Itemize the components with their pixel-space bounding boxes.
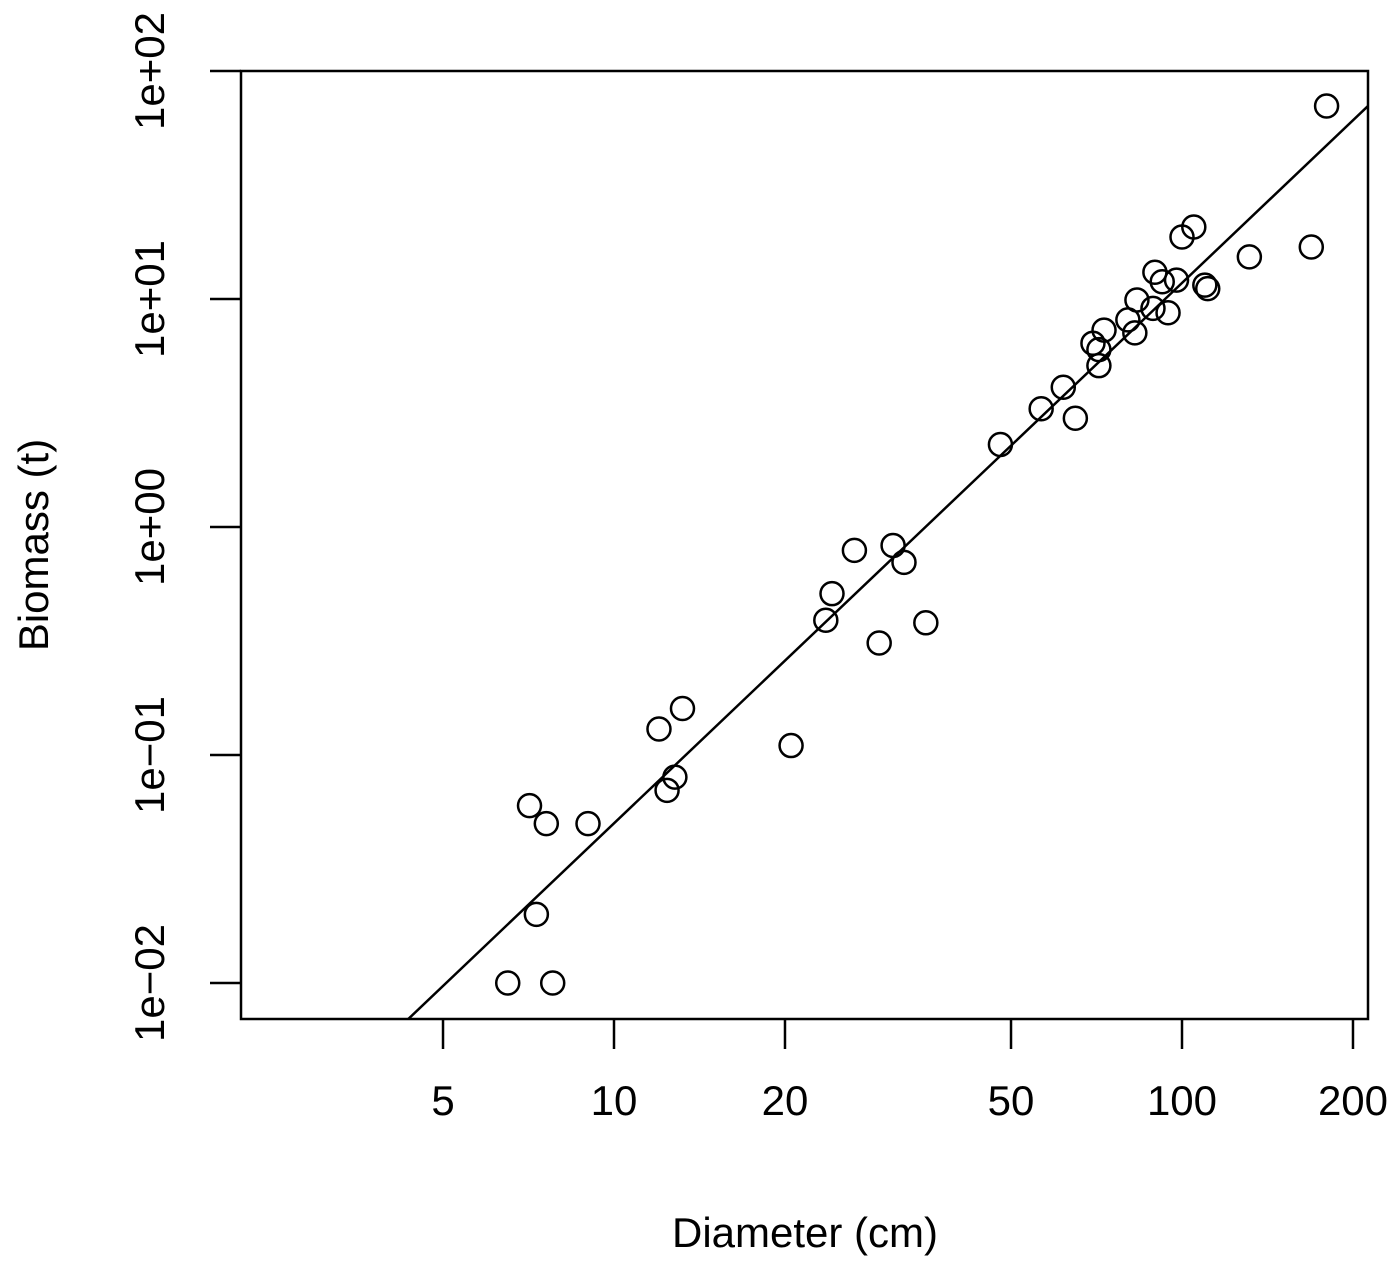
data-point — [1236, 244, 1263, 270]
data-point — [1155, 300, 1181, 326]
y-tick-label: 1e−01 — [126, 696, 173, 814]
data-point — [880, 532, 906, 559]
x-axis-label: Diameter (cm) — [672, 1209, 938, 1256]
data-point — [654, 777, 680, 804]
data-point — [1140, 295, 1166, 322]
regression-line — [407, 105, 1368, 1019]
data-point — [1086, 336, 1112, 363]
data-point — [669, 695, 696, 722]
data-point — [516, 792, 543, 819]
data-point — [1091, 317, 1117, 343]
data-point — [866, 630, 892, 656]
data-point — [494, 970, 521, 996]
data-point — [1163, 267, 1190, 293]
data-point — [1194, 275, 1221, 302]
data-point — [841, 537, 868, 564]
y-tick-label: 1e+02 — [126, 12, 173, 130]
y-axis-label: Biomass (t) — [10, 439, 57, 651]
y-tick-label: 1e+00 — [126, 468, 173, 586]
data-point — [523, 901, 550, 928]
data-point — [819, 580, 845, 607]
data-point — [1050, 374, 1077, 401]
plot-area — [239, 69, 1370, 1021]
data-points — [494, 93, 1340, 996]
data-point — [1028, 396, 1054, 422]
x-tick-label: 10 — [591, 1077, 638, 1124]
x-tick-label: 50 — [988, 1077, 1035, 1124]
data-point — [813, 607, 839, 633]
x-tick-label: 20 — [762, 1077, 809, 1124]
data-point — [662, 764, 688, 790]
data-point — [987, 431, 1014, 458]
plot-frame — [239, 69, 1370, 1021]
data-point — [1122, 320, 1148, 346]
fit-line — [407, 105, 1368, 1019]
data-point — [1313, 93, 1340, 119]
data-point — [1062, 405, 1089, 431]
data-point — [646, 716, 672, 742]
data-point — [1192, 272, 1218, 298]
data-point — [1181, 214, 1207, 240]
data-point — [575, 810, 601, 837]
x-axis: 5 10 20 50 100 200 — [431, 1019, 1388, 1124]
data-point — [1298, 234, 1325, 260]
y-tick-label: 1e−02 — [126, 924, 173, 1042]
x-tick-label: 200 — [1318, 1077, 1388, 1124]
data-point — [533, 810, 560, 837]
data-point — [539, 970, 566, 996]
data-point — [891, 549, 917, 576]
data-point — [778, 732, 804, 759]
data-point — [1086, 352, 1112, 379]
y-tick-label: 1e+01 — [126, 240, 173, 358]
y-axis: 1e−02 1e−01 1e+00 1e+01 1e+02 — [126, 12, 241, 1042]
data-point — [1149, 269, 1175, 295]
data-point — [1124, 287, 1150, 313]
x-tick-label: 100 — [1147, 1077, 1217, 1124]
data-point — [913, 610, 939, 636]
x-tick-label: 5 — [431, 1077, 454, 1124]
